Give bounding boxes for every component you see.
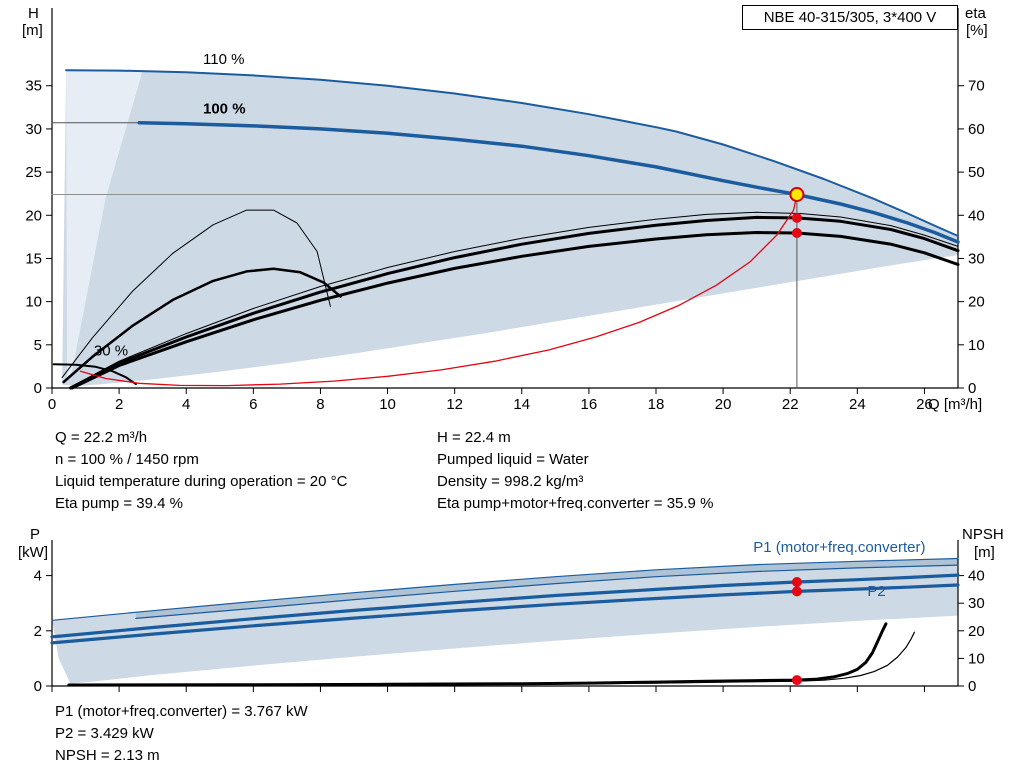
npsh-point [791, 675, 802, 686]
npsh-axis-name: NPSH [962, 526, 1004, 543]
eta-axis-name: eta [965, 5, 986, 22]
envelope-left-highlight [66, 70, 143, 382]
y-right-tick-label: 50 [968, 164, 985, 181]
y-right-tick-label: 0 [968, 380, 976, 397]
y-right-tick-label: 10 [968, 337, 985, 354]
y-left-tick-label: 25 [25, 164, 42, 181]
label-110pct: 110 % [203, 51, 244, 68]
y-right-tick-label: 30 [968, 595, 985, 612]
power-envelope [52, 558, 958, 684]
label-30pct: 30 % [94, 343, 128, 360]
x-tick-label: 2 [115, 396, 123, 413]
info-npsh: NPSH = 2.13 m [55, 747, 160, 764]
label-p1: P1 (motor+freq.converter) [753, 539, 925, 556]
y-left-tick-label: 35 [25, 78, 42, 95]
y-left-tick-label: 15 [25, 250, 42, 267]
eta-pump-point [791, 212, 802, 223]
y-left-tick-label: 2 [34, 623, 42, 640]
x-tick-label: 24 [849, 396, 866, 413]
y-left-tick-label: 10 [25, 294, 42, 311]
eta-pump-curve [69, 215, 960, 390]
y-right-tick-label: 10 [968, 650, 985, 667]
y-right-tick-label: 20 [968, 294, 985, 311]
y-left-tick-label: 5 [34, 337, 42, 354]
x-tick-label: 16 [581, 396, 598, 413]
y-left-tick-label: 4 [34, 568, 42, 585]
eta-reduced-thin-arch [61, 209, 331, 379]
p1-curve [50, 573, 960, 639]
info-head: H = 22.4 m [437, 429, 511, 446]
y-right-tick-label: 40 [968, 207, 985, 224]
y-right-tick-label: 0 [968, 678, 976, 695]
x-tick-label: 18 [648, 396, 665, 413]
eta-total-point [791, 228, 802, 238]
info-p2: P2 = 3.429 kW [55, 725, 154, 742]
y-left-tick-label: 0 [34, 380, 42, 397]
curve-100pct [137, 120, 960, 244]
system-curve [79, 193, 798, 387]
y-right-tick-label: 20 [968, 623, 985, 640]
x-tick-label: 14 [513, 396, 530, 413]
h-axis-unit: [m] [22, 22, 43, 39]
x-tick-label: 26 [916, 396, 933, 413]
curve-30pct [52, 363, 137, 386]
x-tick-label: 22 [782, 396, 799, 413]
y-left-tick-label: 30 [25, 121, 42, 138]
x-tick-label: 8 [316, 396, 324, 413]
y-right-tick-label: 70 [968, 78, 985, 95]
npsh-curve [67, 622, 888, 687]
x-tick-label: 10 [379, 396, 396, 413]
duty-info-left: Q = 22.2 m³/h n = 100 % / 1450 rpm Liqui… [55, 427, 347, 515]
curve-110pct [65, 69, 959, 237]
x-tick-label: 12 [446, 396, 463, 413]
p1-point [791, 577, 802, 587]
info-eta-pump: Eta pump = 39.4 % [55, 495, 183, 512]
operating-envelope [62, 70, 959, 387]
info-eta-total: Eta pump+motor+freq.converter = 35.9 % [437, 495, 714, 512]
duty-point[interactable] [789, 187, 805, 202]
info-temperature: Liquid temperature during operation = 20… [55, 473, 348, 490]
power-info: P1 (motor+freq.converter) = 3.767 kW P2 … [55, 701, 308, 767]
label-p2: P2 [867, 583, 885, 600]
x-tick-label: 20 [715, 396, 732, 413]
p2-curve [50, 583, 960, 645]
pump-model-title: NBE 40-315/305, 3*400 V [742, 5, 958, 30]
x-tick-label: 4 [182, 396, 190, 413]
info-liquid: Pumped liquid = Water [437, 451, 589, 468]
p-axis-name: P [30, 526, 41, 543]
eta-axis-unit: [%] [966, 22, 988, 39]
y-left-tick-label: 0 [34, 678, 42, 695]
power-band [135, 558, 958, 619]
info-density: Density = 998.2 kg/m³ [437, 473, 584, 490]
x-tick-label: 0 [48, 396, 56, 413]
eta-total-curve [70, 231, 960, 390]
p2-point [791, 586, 802, 597]
y-right-tick-label: 30 [968, 250, 985, 267]
npsh-axis-unit: [m] [974, 544, 995, 561]
p2-110-line [135, 564, 959, 620]
eta-pump-thin [68, 211, 959, 389]
info-speed: n = 100 % / 1450 rpm [55, 451, 199, 468]
p-axis-unit: [kW] [18, 544, 48, 561]
y-right-tick-label: 60 [968, 121, 985, 138]
y-right-tick-label: 40 [968, 568, 985, 585]
info-flow: Q = 22.2 m³/h [55, 429, 148, 446]
info-p1: P1 (motor+freq.converter) = 3.767 kW [55, 703, 308, 720]
eta-reduced-thick-arch [62, 267, 342, 384]
p1-110-line [51, 557, 959, 621]
h-axis-name: H [28, 5, 39, 22]
q-axis-label: Q [m³/h] [928, 396, 983, 413]
y-left-tick-label: 20 [25, 207, 42, 224]
label-100pct: 100 % [203, 100, 246, 117]
duty-info-right: H = 22.4 m Pumped liquid = Water Density… [437, 427, 713, 515]
x-tick-label: 6 [249, 396, 257, 413]
